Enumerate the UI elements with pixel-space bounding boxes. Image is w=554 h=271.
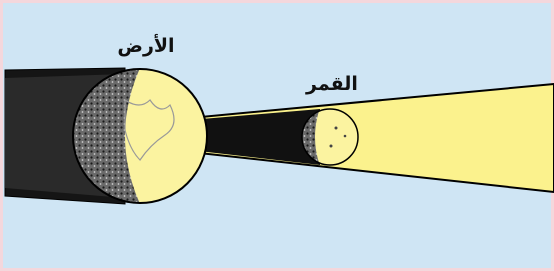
moon-label: القمر <box>305 73 358 95</box>
earth-label: الأرض <box>117 34 174 57</box>
diagram: الأرض القمر <box>0 0 554 271</box>
